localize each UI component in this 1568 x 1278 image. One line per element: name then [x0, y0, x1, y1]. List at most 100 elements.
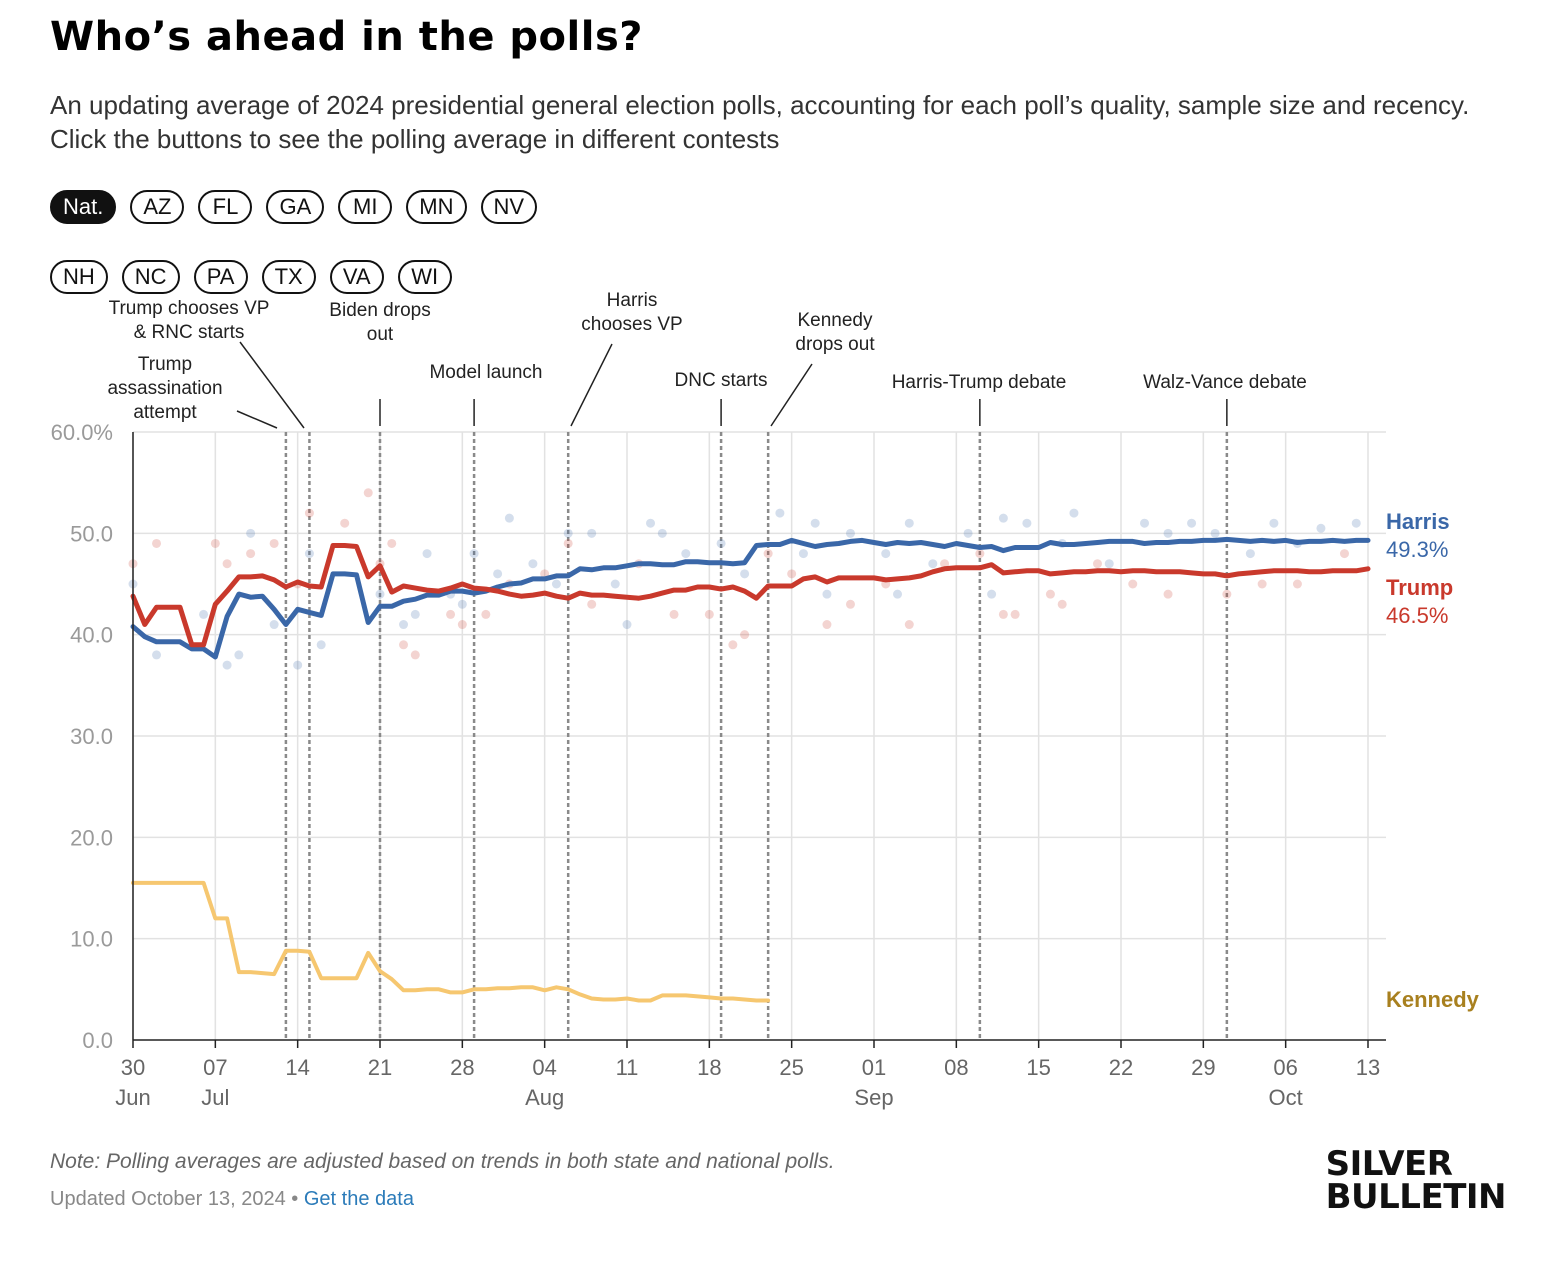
poll-dot-harris [551, 579, 561, 589]
event-leader-line [236, 410, 278, 429]
contest-button-tx[interactable]: TX [261, 260, 316, 294]
contest-button-nc[interactable]: NC [121, 260, 180, 294]
poll-dot-harris [740, 569, 750, 579]
x-tick-month-label: Jun [115, 1085, 150, 1110]
event-label: Trump [138, 354, 192, 375]
y-tick-label: 20.0 [70, 825, 113, 850]
event-markers: Trump assassination attempt Trump chooses V… [107, 290, 1307, 1040]
poll-dot-harris [1104, 559, 1114, 569]
poll-dot-trump [340, 518, 350, 528]
event-label: Harris-Trump debate [892, 372, 1067, 393]
x-tick-label: 15 [1026, 1055, 1050, 1080]
poll-dot-trump [904, 620, 914, 630]
poll-dot-harris [152, 650, 162, 660]
poll-dot-harris [222, 660, 232, 670]
contest-button-row-2: NH NC PA TX VA WI [50, 260, 452, 294]
contest-button-ga[interactable]: GA [266, 190, 325, 224]
event-label: drops out [795, 334, 875, 355]
contest-button-az[interactable]: AZ [130, 190, 185, 224]
event-label: assassination [107, 378, 222, 399]
poll-dot-harris [1351, 518, 1361, 528]
poll-dot-harris [987, 589, 997, 599]
footnote: Note: Polling averages are adjusted base… [50, 1150, 835, 1173]
poll-dot-harris [716, 538, 726, 548]
poll-dot-harris [1022, 518, 1032, 528]
poll-dot-harris [1245, 549, 1255, 559]
series-name-label: Kennedy [1386, 987, 1480, 1012]
poll-dot-harris [457, 599, 467, 609]
event-label: chooses VP [581, 314, 682, 335]
event-leader-line [570, 343, 613, 427]
contest-button-va[interactable]: VA [329, 260, 384, 294]
poll-dot-trump [457, 620, 467, 630]
poll-dot-harris [963, 528, 973, 538]
contest-button-pa[interactable]: PA [193, 260, 248, 294]
x-tick-label: 21 [368, 1055, 392, 1080]
poll-dot-trump [1128, 579, 1138, 589]
poll-dot-harris [316, 640, 326, 650]
event-label: Kennedy [797, 310, 873, 331]
y-tick-label: 60.0% [51, 420, 113, 445]
poll-dot-harris [893, 589, 903, 599]
poll-dot-trump [975, 549, 985, 559]
contest-button-fl[interactable]: FL [198, 190, 253, 224]
x-tick-label: 18 [697, 1055, 721, 1080]
poll-dot-trump [152, 538, 162, 548]
contest-button-nv[interactable]: NV [480, 190, 538, 224]
poll-dot-trump [304, 508, 314, 518]
series-value-label: 46.5% [1386, 603, 1448, 628]
poll-dot-trump [998, 609, 1008, 619]
updated-line: Updated October 13, 2024 • Get the data [50, 1188, 414, 1211]
poll-dot-trump [1257, 579, 1267, 589]
contest-button-nat[interactable]: Nat. [50, 190, 117, 224]
x-tick-month-label: Aug [525, 1085, 564, 1110]
poll-dot-trump [410, 650, 420, 660]
x-tick-month-label: Jul [201, 1085, 229, 1110]
contest-button-wi[interactable]: WI [397, 260, 452, 294]
poll-dot-harris [199, 609, 209, 619]
get-the-data-link[interactable]: Get the data [303, 1188, 414, 1210]
logo-line-1: SILVER [1325, 1144, 1453, 1184]
x-tick-label: 14 [285, 1055, 309, 1080]
x-tick-label: 22 [1109, 1055, 1133, 1080]
silver-bulletin-logo: SILVER BULLETIN [1325, 1144, 1507, 1214]
poll-dot-trump [1222, 589, 1232, 599]
poll-dot-trump [1057, 599, 1067, 609]
contest-button-row-1: Nat. AZ FL GA MI MN NV [50, 190, 538, 224]
poll-dot-harris [822, 589, 832, 599]
contest-button-nh[interactable]: NH [50, 260, 108, 294]
series-line-harris [130, 536, 1371, 660]
y-tick-label: 10.0 [70, 927, 113, 952]
gridlines [132, 431, 1386, 1040]
poll-dot-harris [269, 620, 279, 630]
event-label: Model launch [429, 362, 542, 383]
series-lines [130, 536, 1371, 1003]
x-tick-label: 01 [862, 1055, 886, 1080]
poll-dot-trump [399, 640, 409, 650]
poll-dot-trump [1339, 549, 1349, 559]
x-tick-label: 04 [532, 1055, 556, 1080]
y-tick-label: 30.0 [70, 724, 113, 749]
poll-dot-harris [410, 609, 420, 619]
contest-button-mn[interactable]: MN [406, 190, 467, 224]
poll-dot-trump [1163, 589, 1173, 599]
contest-button-mi[interactable]: MI [338, 190, 393, 224]
poll-dot-harris [798, 549, 808, 559]
poll-dot-harris [928, 559, 938, 569]
poll-dot-harris [304, 549, 314, 559]
poll-dot-harris [587, 528, 597, 538]
poll-dot-harris [422, 549, 432, 559]
series-line-trump [130, 543, 1371, 648]
poll-dot-trump [728, 640, 738, 650]
series-value-label: 49.3% [1386, 537, 1448, 562]
series-labels: Harris 49.3% Trump 46.5% Kennedy [1386, 509, 1480, 1012]
poll-dot-harris [528, 559, 538, 569]
x-tick-label: 25 [779, 1055, 803, 1080]
poll-dot-trump [387, 538, 397, 548]
poll-dot-harris [904, 518, 914, 528]
poll-dot-trump [481, 609, 491, 619]
event-label: & RNC starts [134, 322, 245, 343]
poll-dot-harris [610, 579, 620, 589]
series-line-kennedy [131, 880, 771, 1003]
